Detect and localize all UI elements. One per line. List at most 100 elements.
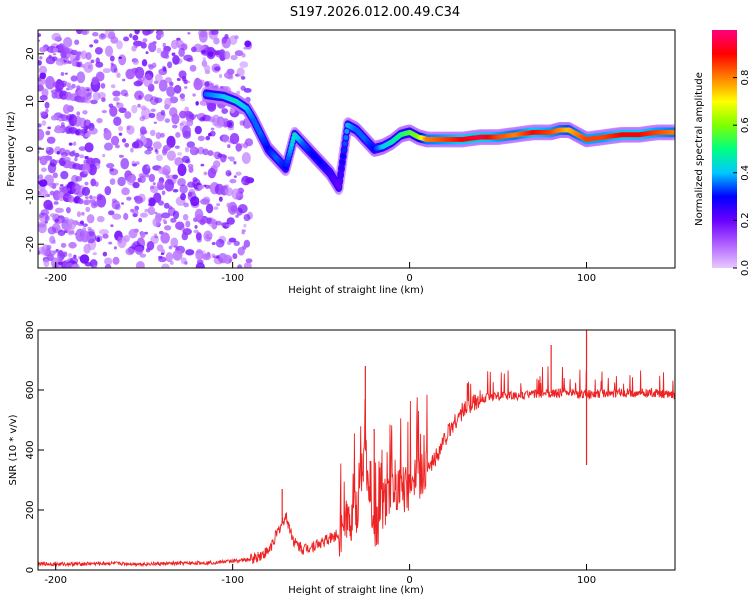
noise-blob: [81, 86, 85, 91]
noise-blob: [152, 41, 157, 45]
noise-blob: [60, 151, 68, 158]
noise-blob: [195, 262, 205, 268]
noise-blob: [109, 178, 116, 185]
noise-blob: [138, 95, 142, 99]
noise-blob: [130, 208, 135, 213]
ridge-mark: [337, 178, 343, 184]
noise-blob: [146, 165, 150, 169]
noise-blob: [228, 172, 232, 176]
noise-blob: [128, 228, 138, 239]
noise-blob: [52, 47, 59, 53]
noise-blob: [241, 152, 251, 165]
noise-blob: [185, 220, 191, 228]
noise-blob: [46, 244, 52, 251]
noise-blob: [210, 219, 218, 225]
noise-blob: [72, 141, 77, 146]
noise-blob: [45, 108, 49, 113]
noise-blob: [171, 52, 176, 56]
noise-blob: [39, 46, 47, 53]
noise-blob: [233, 160, 237, 165]
noise-blob: [110, 84, 116, 89]
noise-blob: [55, 59, 65, 66]
colorbar-tick-label: 0.8: [740, 70, 750, 86]
noise-blob: [235, 143, 242, 152]
noise-blob: [126, 196, 132, 201]
noise-blob: [57, 250, 66, 261]
noise-blob: [53, 201, 59, 205]
noise-blob: [132, 34, 139, 41]
noise-blob: [243, 213, 251, 222]
noise-blob: [172, 174, 179, 180]
noise-blob: [49, 213, 57, 218]
noise-blob: [71, 60, 77, 67]
noise-blob: [213, 160, 221, 168]
spectrogram-y-label: Frequency (Hz): [6, 111, 17, 187]
noise-blob: [169, 96, 179, 104]
noise-blob: [135, 161, 140, 165]
noise-blob: [45, 130, 51, 136]
snr-x-tick-label: -200: [44, 575, 67, 586]
noise-blob: [76, 111, 81, 116]
noise-blob: [195, 232, 202, 241]
noise-blob: [84, 155, 89, 160]
snr-x-tick-label: -100: [221, 575, 244, 586]
colorbar-label: Normalized spectral amplitude: [694, 72, 705, 226]
noise-blob: [60, 122, 65, 127]
snr-x-tick-label: 0: [406, 575, 412, 586]
noise-blob: [199, 117, 206, 122]
noise-blob: [235, 171, 242, 176]
snr-background: [38, 330, 675, 570]
noise-blob: [154, 97, 163, 104]
noise-blob: [38, 123, 42, 128]
noise-blob: [124, 111, 132, 119]
noise-blob: [141, 59, 148, 67]
noise-blob: [40, 111, 48, 117]
colorbar-gradient: [712, 30, 737, 268]
noise-blob: [92, 252, 97, 256]
noise-blob: [142, 73, 153, 88]
noise-blob: [189, 113, 196, 121]
noise-blob: [44, 215, 50, 222]
noise-blob: [91, 195, 98, 200]
noise-blob: [101, 97, 106, 103]
noise-blob: [84, 181, 89, 186]
noise-blob: [120, 89, 128, 97]
figure-title: S197.2026.012.00.49.C34: [290, 5, 460, 20]
noise-blob: [67, 86, 74, 91]
noise-blob: [126, 174, 136, 186]
noise-blob: [116, 101, 120, 105]
noise-blob: [191, 46, 197, 53]
noise-blob: [152, 217, 161, 227]
noise-blob: [105, 162, 115, 169]
colorbar-ticks: 0.0 0.2 0.4 0.6 0.8: [733, 70, 750, 276]
noise-blob: [43, 199, 53, 210]
noise-blob: [172, 188, 179, 193]
noise-blob: [70, 75, 78, 82]
noise-blob: [60, 242, 67, 248]
noise-blob: [183, 54, 193, 62]
noise-blob: [222, 134, 229, 144]
noise-blob: [71, 174, 79, 184]
noise-blob: [49, 235, 56, 244]
spectrogram-x-tick-label: 100: [577, 273, 596, 284]
noise-blob: [135, 261, 145, 268]
noise-blob: [112, 213, 122, 220]
noise-blob: [194, 208, 204, 221]
noise-blob: [227, 144, 231, 149]
noise-blob: [59, 185, 66, 190]
noise-blob: [152, 182, 156, 186]
noise-blob: [121, 202, 125, 205]
noise-blob: [167, 61, 173, 69]
noise-blob: [45, 146, 50, 151]
noise-blob: [145, 174, 150, 178]
noise-blob: [126, 125, 131, 131]
snr-y-tick-label: 400: [25, 440, 36, 459]
noise-blob: [197, 184, 205, 190]
colorbar: 0.0 0.2 0.4 0.6 0.8 Normalized spectral ampl…: [694, 30, 750, 276]
noise-blob: [81, 186, 91, 196]
noise-blob: [202, 196, 211, 204]
spectrogram-x-label: Height of straight line (km): [288, 285, 424, 296]
noise-blob: [195, 249, 204, 261]
noise-blob: [194, 125, 202, 135]
noise-blob: [43, 259, 50, 268]
